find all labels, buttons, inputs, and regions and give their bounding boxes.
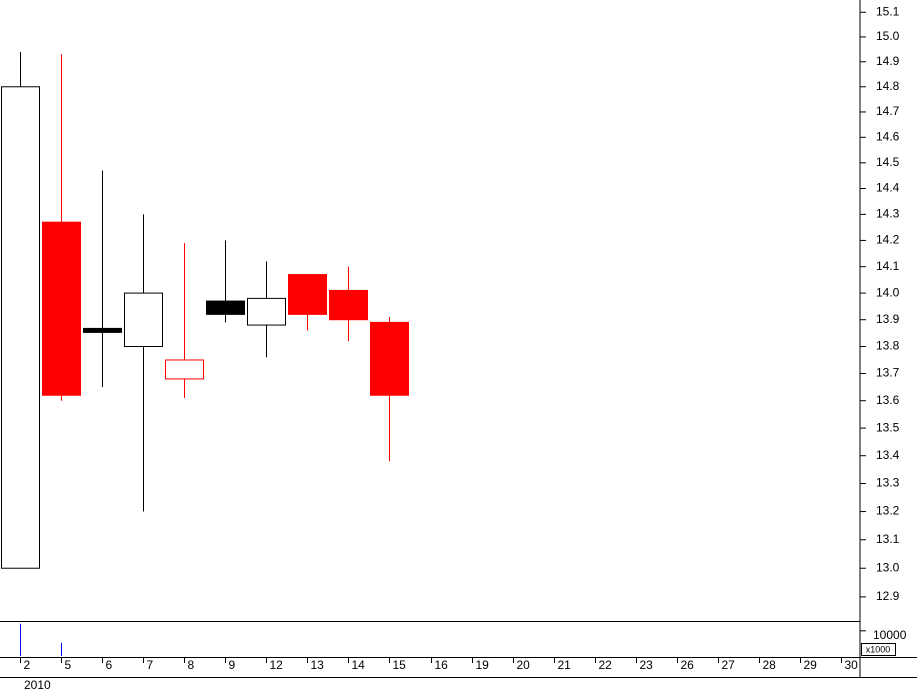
- volume-unit: x1000: [866, 644, 891, 654]
- candle-body: [165, 359, 204, 380]
- x-tick-label: 5: [65, 658, 72, 672]
- candle-body: [42, 221, 81, 396]
- y-tick-label: 12.9: [876, 589, 900, 603]
- volume-tick-label: 10000: [873, 628, 907, 642]
- x-tick-label: 22: [599, 658, 613, 672]
- y-tick-label: 14.5: [876, 155, 900, 169]
- y-tick-label: 14.1: [876, 259, 900, 273]
- x-tick-label: 14: [352, 658, 366, 672]
- y-tick-label: 14.8: [876, 79, 900, 93]
- year-label: 2010: [24, 678, 51, 692]
- y-tick-label: 13.8: [876, 339, 900, 353]
- y-tick-label: 13.4: [876, 448, 900, 462]
- y-tick-label: 14.4: [876, 181, 900, 195]
- candle-body: [124, 292, 163, 348]
- candle-body: [1, 86, 40, 569]
- y-tick-label: 13.7: [876, 366, 900, 380]
- candle-body: [206, 300, 245, 315]
- y-tick-label: 13.3: [876, 476, 900, 490]
- x-tick-label: 20: [517, 658, 531, 672]
- x-tick-label: 27: [722, 658, 736, 672]
- y-tick-label: 14.2: [876, 233, 900, 247]
- x-tick-label: 8: [188, 658, 195, 672]
- x-tick-label: 16: [435, 658, 449, 672]
- unit-box: [861, 643, 896, 656]
- y-tick-label: 14.3: [876, 207, 900, 221]
- x-tick-label: 29: [804, 658, 818, 672]
- candle-body: [247, 297, 286, 326]
- x-tick-label: 9: [229, 658, 236, 672]
- candle-body: [370, 321, 409, 396]
- y-tick-label: 14.6: [876, 129, 900, 143]
- candle-body: [83, 327, 122, 333]
- x-tick-label: 12: [270, 658, 284, 672]
- x-tick-label: 21: [558, 658, 572, 672]
- y-tick-label: 13.5: [876, 420, 900, 434]
- x-tick-label: 19: [476, 658, 490, 672]
- y-tick-label: 13.6: [876, 393, 900, 407]
- x-tick-label: 30: [845, 658, 859, 672]
- x-tick-label: 13: [311, 658, 325, 672]
- y-tick-label: 14.9: [876, 54, 900, 68]
- candle-body: [329, 289, 368, 321]
- x-tick-label: 2: [24, 658, 31, 672]
- y-tick-label: 13.9: [876, 312, 900, 326]
- y-tick-label: 13.2: [876, 504, 900, 518]
- x-tick-label: 28: [763, 658, 777, 672]
- y-tick-label: 14.0: [876, 285, 900, 299]
- y-tick-label: 13.0: [876, 560, 900, 574]
- candle-body: [288, 274, 327, 315]
- y-tick-label: 15.1: [876, 4, 900, 18]
- y-tick-label: 15.0: [876, 29, 900, 43]
- x-tick-label: 15: [393, 658, 407, 672]
- x-tick-label: 7: [147, 658, 154, 672]
- x-tick-label: 26: [681, 658, 695, 672]
- y-tick-label: 13.1: [876, 532, 900, 546]
- x-tick-label: 23: [640, 658, 654, 672]
- y-tick-label: 14.7: [876, 104, 900, 118]
- x-tick-label: 6: [106, 658, 113, 672]
